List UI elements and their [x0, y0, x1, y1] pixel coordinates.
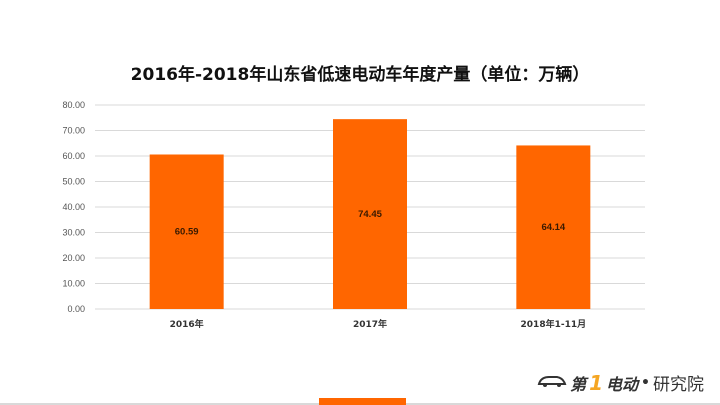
x-category-label: 2017年: [353, 318, 387, 330]
bar: [149, 154, 224, 309]
y-tick-label: 70.00: [62, 126, 85, 136]
x-category-label: 2016年: [170, 318, 204, 330]
bar-value-label: 64.14: [541, 222, 565, 233]
logo-suffix: 研究院: [653, 375, 704, 395]
logo-text-one: 1: [589, 370, 604, 395]
y-tick-label: 60.00: [62, 151, 85, 161]
chart-title: 2016年-2018年山东省低速电动车年度产量（单位：万辆）: [131, 64, 590, 85]
logo-car-icon: [537, 373, 567, 392]
y-tick-label: 10.00: [62, 279, 85, 289]
bar: [333, 119, 407, 309]
y-tick-label: 50.00: [62, 177, 85, 187]
x-category-label: 2018年1-11月: [521, 318, 587, 330]
x-axis-category-labels: 2016年 2017年 2018年1-11月: [170, 318, 586, 330]
bar-value-label: 74.45: [358, 209, 382, 220]
bar-value-label: 60.59: [175, 227, 199, 238]
footer-accent-tab: [319, 398, 406, 405]
y-tick-label: 40.00: [62, 202, 85, 212]
publisher-logo: 第 1 电动 • 研究院: [537, 370, 704, 395]
y-tick-label: 20.00: [62, 253, 85, 263]
bars: [149, 119, 591, 309]
y-axis-tick-labels: 0.00 10.00 20.00 30.00 40.00 50.00 60.00 70.00 8…: [62, 100, 85, 314]
y-tick-label: 0.00: [67, 304, 85, 314]
y-tick-label: 30.00: [62, 228, 85, 238]
logo-dot: •: [641, 374, 650, 391]
y-tick-label: 80.00: [62, 100, 85, 110]
bar: [516, 145, 591, 309]
logo-text-part-2: 电动: [606, 374, 639, 394]
data-labels: 60.59 74.45 64.14: [175, 209, 566, 238]
logo-text-part-1: 第: [570, 374, 587, 394]
